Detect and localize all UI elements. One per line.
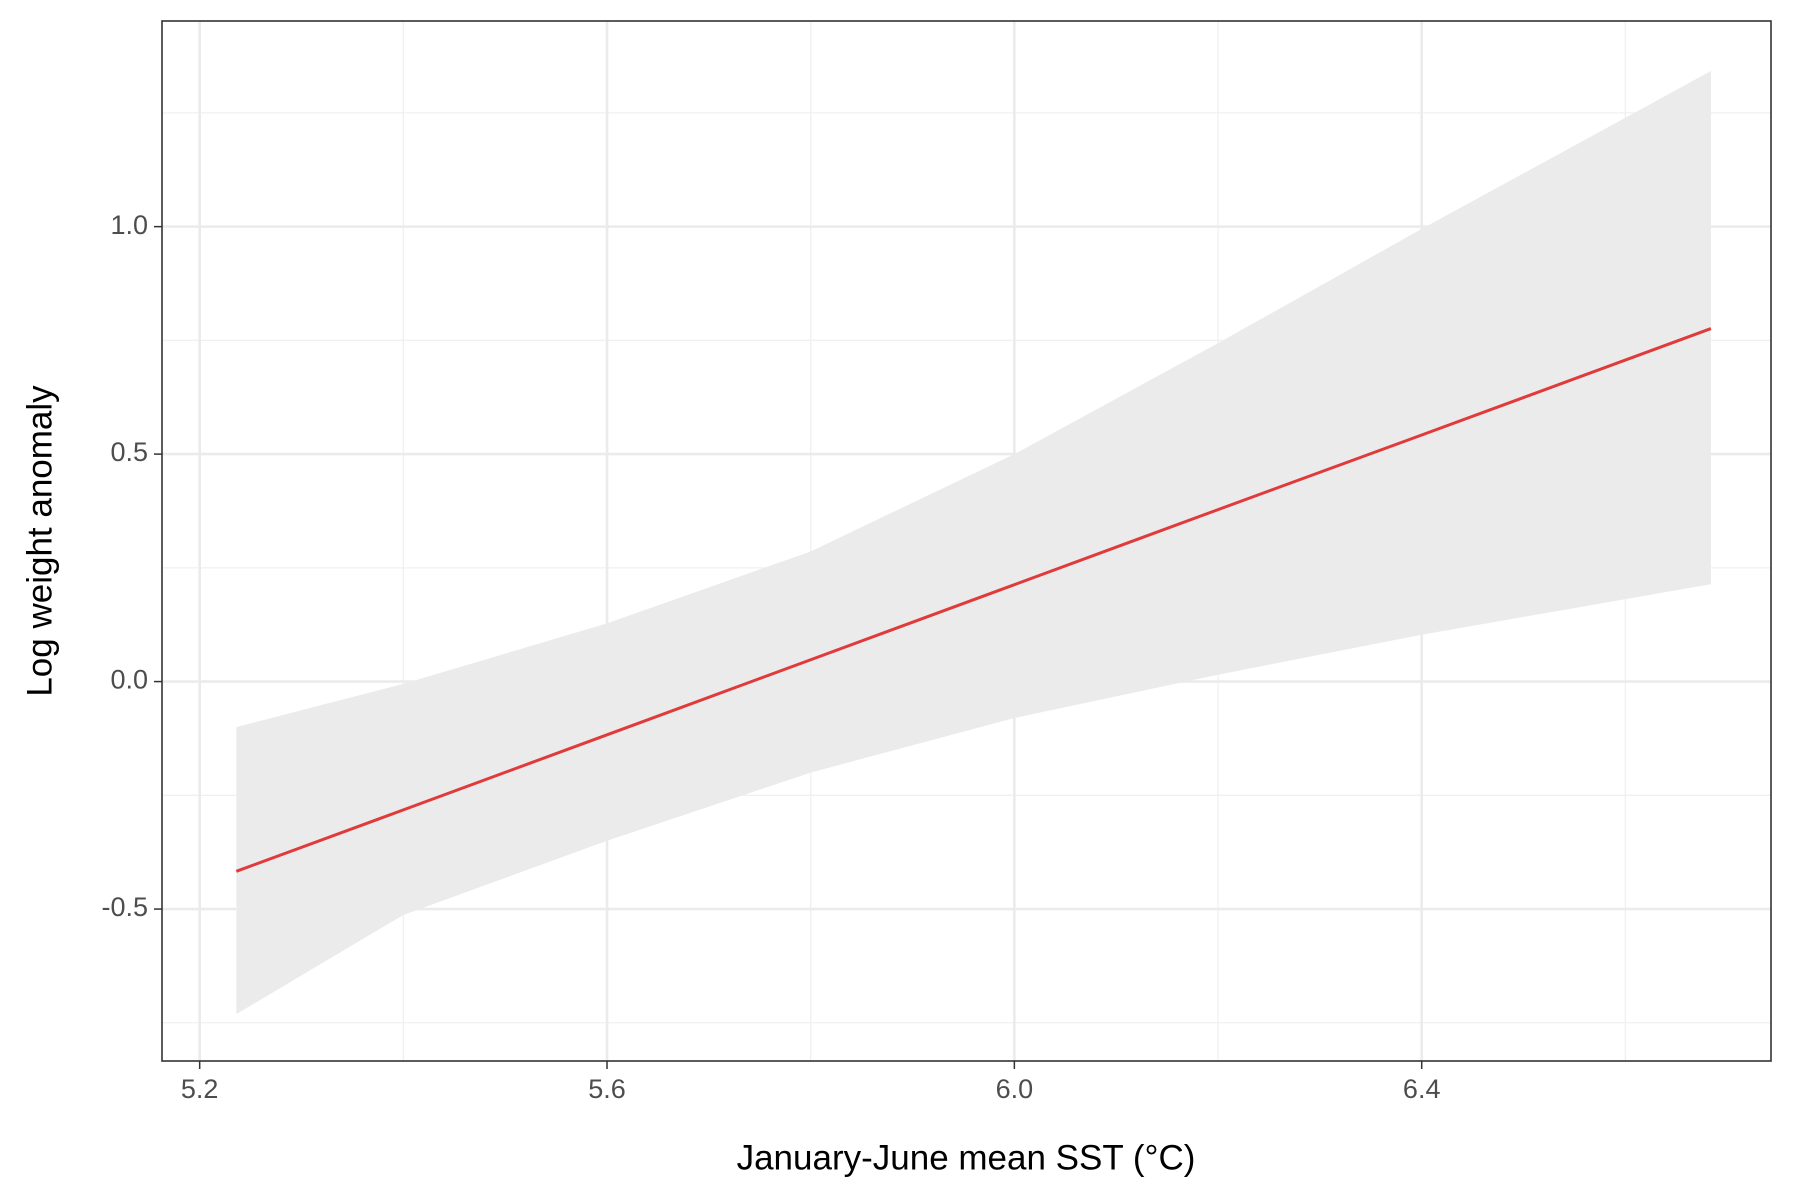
y-tick-label: 1.0 [110, 210, 148, 240]
y-tick-label: 0.5 [110, 437, 148, 467]
fit-line [235, 327, 1712, 873]
x-tick-label: 5.6 [588, 1074, 626, 1104]
confidence-band [236, 71, 1711, 1015]
x-tick-label: 5.2 [181, 1074, 219, 1104]
x-axis-title: January-June mean SST (°C) [737, 1138, 1196, 1177]
panel-border [161, 20, 1772, 1062]
x-tick-label: 6.4 [1403, 1074, 1441, 1104]
x-tick-label: 6.0 [996, 1074, 1034, 1104]
y-tick-label: 0.0 [110, 665, 148, 695]
y-axis-title: Log weight anomaly [20, 385, 59, 697]
y-tick-label: -0.5 [101, 892, 148, 922]
